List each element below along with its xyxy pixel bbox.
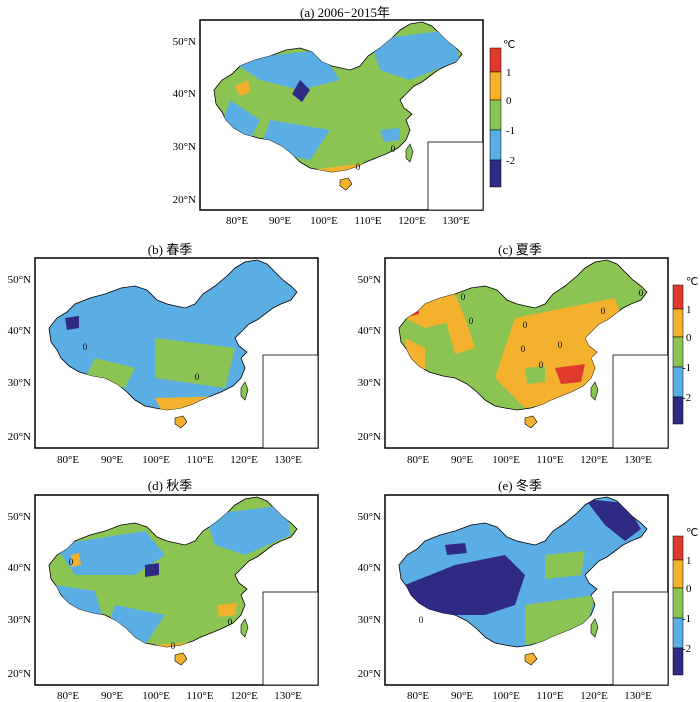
lat-tick: 30°N [8, 377, 31, 389]
colorbar-label: -1 [682, 362, 691, 374]
lon-tick: 80°E [407, 454, 429, 466]
colorbar-label: 0 [506, 95, 512, 107]
lon-tick: 80°E [407, 690, 429, 702]
lon-tick: 120°E [230, 454, 258, 466]
colorbar-a: ℃ 1 0 -1 -2 [489, 39, 515, 188]
panel-e-title: (e) 冬季 [498, 478, 542, 493]
lat-tick: 30°N [358, 614, 381, 626]
colorbar-unit: ℃ [686, 527, 698, 539]
contour-label: 0 [195, 372, 200, 382]
colorbar-label: -2 [682, 392, 691, 404]
panel-b-title: (b) 春季 [147, 242, 193, 257]
colorbar-label: -1 [682, 613, 691, 625]
lat-tick: 30°N [173, 141, 196, 153]
lat-tick: 50°N [173, 36, 196, 48]
colorbar-label: 1 [686, 555, 692, 567]
lon-tick: 100°E [142, 690, 170, 702]
lon-tick: 110°E [186, 454, 213, 466]
lon-tick: 130°E [624, 690, 652, 702]
lat-tick: 40°N [358, 562, 381, 574]
lon-tick: 120°E [398, 215, 426, 227]
lon-tick: 110°E [354, 215, 381, 227]
lon-tick: 100°E [492, 690, 520, 702]
lon-tick: 80°E [226, 215, 248, 227]
lon-tick: 130°E [274, 690, 302, 702]
contour-label: 0 [521, 344, 526, 354]
panel-d-title: (d) 秋季 [147, 478, 193, 493]
lon-tick: 120°E [580, 690, 608, 702]
lat-tick: 40°N [173, 88, 196, 100]
lat-tick: 20°N [8, 431, 31, 443]
contour-label: 0 [461, 292, 466, 302]
lat-tick: 50°N [8, 511, 31, 523]
colorbar-label: 1 [506, 67, 512, 79]
panel-d: 0 0 0 50°N 40°N 30°N 20°N 80°E 90°E 100°… [8, 494, 319, 702]
colorbar-unit: ℃ [503, 39, 515, 51]
lon-tick: 90°E [101, 690, 123, 702]
colorbar-label: 0 [686, 583, 692, 595]
colorbar-label: -1 [506, 125, 515, 137]
lon-tick: 130°E [624, 454, 652, 466]
lon-tick: 80°E [57, 690, 79, 702]
lon-tick: 90°E [451, 454, 473, 466]
lat-tick: 20°N [173, 194, 196, 206]
lat-tick: 20°N [358, 668, 381, 680]
colorbar-unit: ℃ [686, 276, 698, 288]
lon-tick: 90°E [269, 215, 291, 227]
lat-tick: 50°N [358, 511, 381, 523]
contour-label: 0 [419, 615, 424, 625]
contour-label: 0 [171, 641, 176, 651]
colorbar-label: 1 [686, 304, 692, 316]
lat-tick: 30°N [358, 377, 381, 389]
lon-tick: 130°E [442, 215, 470, 227]
contour-label: 0 [69, 557, 74, 567]
colorbar-e: ℃ 1 0 -1 -2 [672, 527, 698, 676]
panel-c: 0 0 0 0 0 0 0 0 50°N 40°N 30°N 20°N 80°E… [358, 257, 669, 466]
panel-b: 0 0 50°N 40°N 30°N 20°N 80°E 90°E 100°E … [8, 257, 319, 466]
contour-label: 0 [639, 288, 644, 298]
lon-tick: 120°E [230, 690, 258, 702]
lon-tick: 90°E [101, 454, 123, 466]
lon-tick: 90°E [451, 690, 473, 702]
colorbar-c: ℃ 1 0 -1 -2 [672, 276, 698, 425]
lat-tick: 20°N [358, 431, 381, 443]
lon-tick: 120°E [580, 454, 608, 466]
lon-tick: 110°E [536, 690, 563, 702]
lon-tick: 100°E [492, 454, 520, 466]
panel-c-title: (c) 夏季 [498, 242, 542, 257]
lon-tick: 110°E [536, 454, 563, 466]
panel-a: 0 0 50°N 40°N 30°N 20°N 80°E 90°E 100°E … [173, 19, 484, 227]
colorbar-label: 0 [686, 332, 692, 344]
lat-tick: 40°N [8, 325, 31, 337]
contour-label: 0 [601, 306, 606, 316]
contour-label: 0 [228, 617, 233, 627]
south-china-sea-inset [427, 141, 484, 211]
lon-tick: 110°E [186, 690, 213, 702]
colorbar-label: -2 [506, 155, 515, 167]
contour-label: 0 [523, 320, 528, 330]
lat-tick: 30°N [8, 614, 31, 626]
lat-tick: 50°N [358, 274, 381, 286]
contour-label: 0 [469, 316, 474, 326]
lat-tick: 50°N [8, 274, 31, 286]
contour-label: 0 [391, 144, 396, 154]
lon-tick: 80°E [57, 454, 79, 466]
colorbar-label: -2 [682, 643, 691, 655]
panel-a-title: (a) 2006−2015年 [299, 5, 390, 20]
lon-tick: 130°E [274, 454, 302, 466]
panel-e: 0 50°N 40°N 30°N 20°N 80°E 90°E 100°E 11… [358, 494, 669, 702]
contour-label: 0 [356, 162, 361, 172]
lat-tick: 40°N [8, 562, 31, 574]
lon-tick: 100°E [310, 215, 338, 227]
contour-label: 0 [558, 340, 563, 350]
lon-tick: 100°E [142, 454, 170, 466]
contour-label: 0 [83, 342, 88, 352]
lat-tick: 20°N [8, 668, 31, 680]
lat-tick: 40°N [358, 325, 381, 337]
contour-label: 0 [539, 360, 544, 370]
